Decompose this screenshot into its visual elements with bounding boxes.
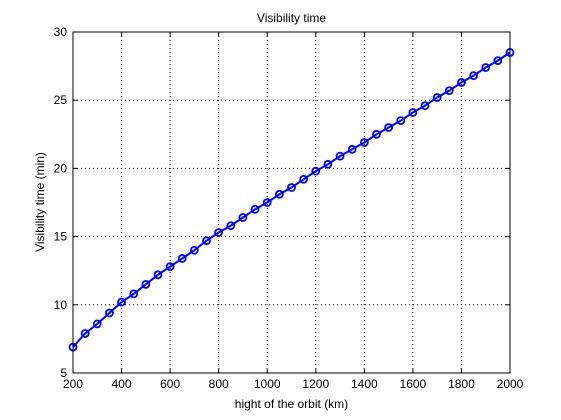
data-point <box>372 129 381 139</box>
data-point <box>92 319 102 329</box>
data-point <box>238 213 248 222</box>
data-point <box>189 245 199 255</box>
data-point <box>117 297 126 307</box>
data-point <box>359 138 369 147</box>
grid-lines <box>73 32 510 373</box>
data-point <box>250 204 260 214</box>
data-point <box>105 308 114 318</box>
y-axis-title: Visibility time (min) <box>33 152 47 252</box>
x-tick-label: 1000 <box>254 377 281 391</box>
data-point <box>141 279 151 289</box>
data-point <box>432 93 442 102</box>
tick-labels: 200 400 600 800 1000 1200 1400 1600 1800 2000 5 10 1… <box>54 25 524 391</box>
data-point <box>384 123 394 132</box>
data-point <box>80 329 90 338</box>
data-point <box>420 101 430 111</box>
x-tick-label: 200 <box>63 377 83 391</box>
data-point <box>129 289 139 299</box>
x-tick-label: 1800 <box>448 377 475 391</box>
data-point <box>153 270 163 280</box>
y-tick-label: 15 <box>54 230 68 244</box>
data-point <box>493 56 503 66</box>
x-tick-label: 1600 <box>400 377 427 391</box>
data-point <box>299 174 309 184</box>
data-point <box>347 144 357 154</box>
data-point <box>396 116 406 126</box>
x-axis-title: hight of the orbit (km) <box>235 397 348 411</box>
tick-marks <box>72 31 511 374</box>
series-layer <box>68 48 515 352</box>
data-point <box>444 86 454 96</box>
data-point <box>469 71 478 81</box>
data-point <box>311 166 321 176</box>
y-tick-label: 5 <box>60 366 67 380</box>
y-tick-label: 20 <box>54 161 68 175</box>
y-tick-label: 10 <box>54 298 68 312</box>
data-point <box>323 159 333 169</box>
data-point <box>214 228 224 237</box>
x-tick-label: 1200 <box>302 377 329 391</box>
axes-box <box>72 31 511 374</box>
data-point <box>202 236 211 246</box>
chart-title: Visibility time <box>257 11 326 25</box>
data-point <box>165 262 175 272</box>
data-point <box>287 183 296 192</box>
data-point <box>226 221 236 231</box>
series-line <box>72 51 511 348</box>
data-point <box>408 108 418 117</box>
data-point <box>262 198 272 207</box>
data-point <box>177 254 187 263</box>
x-tick-label: 2000 <box>497 377 524 391</box>
x-tick-label: 600 <box>160 377 180 391</box>
data-point <box>481 63 491 72</box>
data-point <box>274 189 284 199</box>
y-tick-label: 25 <box>54 93 68 107</box>
plot-area <box>73 32 510 373</box>
x-tick-label: 1400 <box>351 377 378 391</box>
x-tick-label: 400 <box>112 377 132 391</box>
x-tick-label: 800 <box>209 377 229 391</box>
data-point <box>335 151 345 161</box>
data-point <box>457 78 466 87</box>
y-tick-label: 30 <box>54 25 68 39</box>
